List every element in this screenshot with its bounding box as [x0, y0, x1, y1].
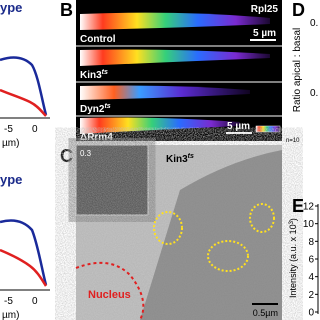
- axis-label: Intensity (a.u. x 103): [288, 218, 298, 298]
- cell-strip: [80, 12, 270, 30]
- inset-scale: 0.3: [80, 149, 92, 158]
- axis-label: µm): [2, 310, 19, 320]
- axis-label: Ratio apical : basal: [292, 28, 303, 113]
- tick-label: 12: [303, 202, 315, 213]
- tick-group: 12 10 8 6 4 2 0: [303, 202, 318, 319]
- red-curve: [0, 88, 47, 117]
- cell-strip: [80, 85, 250, 100]
- tick-label: 0.: [310, 18, 318, 29]
- panel-label-main: Kin3: [166, 154, 188, 165]
- color-scale: [255, 125, 281, 133]
- panel-label-sup: ts: [188, 153, 194, 160]
- cell-strip: [80, 117, 240, 134]
- tick-label: 0.: [310, 88, 318, 99]
- sample-size: n=10: [286, 138, 300, 144]
- nucleus-outline: [75, 261, 145, 320]
- panel-d: D Ratio apical : basal 0. 0. n=10: [286, 0, 318, 144]
- axis-label-end: ): [288, 218, 298, 221]
- panel-c: C 0.3 Kin3ts Nucleus 0.5µm: [60, 144, 282, 320]
- panel-letter: E: [292, 196, 304, 216]
- scale-label: 0.5µm: [253, 308, 278, 318]
- panel-letter: C: [60, 146, 73, 166]
- tick-label: 2: [308, 290, 314, 301]
- partial-title: ype: [0, 172, 22, 187]
- red-curve: [0, 248, 48, 287]
- nucleus-label: Nucleus: [88, 289, 131, 301]
- strip-label-sup: ts: [102, 69, 108, 76]
- tick-label: 10: [303, 219, 315, 230]
- inset-texture: [76, 145, 148, 215]
- panel-letter: D: [292, 0, 305, 20]
- strip-label: Control: [80, 34, 116, 45]
- tick-label: 0: [32, 124, 38, 135]
- granule-outline: [207, 240, 249, 272]
- axis-label: µm): [2, 138, 19, 149]
- tick-label: -5: [4, 124, 13, 135]
- cell-region: [140, 150, 282, 320]
- granule-outline: [249, 203, 275, 233]
- panel-b: B Rpl25 Control 5 µm Kin3ts Dyn2ts ΔRrm4…: [60, 0, 282, 143]
- strip-label: Dyn2ts: [80, 103, 111, 115]
- strip-label: Kin3ts: [80, 69, 108, 81]
- marker-label: Rpl25: [251, 4, 279, 15]
- tick-label: 4: [308, 272, 314, 283]
- cell-strip: [80, 49, 270, 66]
- tick-label: 0: [32, 296, 38, 307]
- blue-curve: [0, 56, 48, 116]
- left-panels: ype -5 0 µm) ype -5 0 µm): [0, 0, 50, 320]
- scale-label: 5 µm: [227, 121, 250, 132]
- tick-label: 6: [308, 255, 314, 266]
- tick-label: -5: [4, 296, 13, 307]
- scale-label: 5 µm: [253, 28, 276, 39]
- blue-curve: [0, 219, 48, 286]
- panel-letter: B: [60, 0, 73, 20]
- tick-label: 8: [308, 237, 314, 248]
- tick-label: 0: [308, 308, 314, 319]
- strip-label-main: Kin3: [80, 70, 102, 81]
- axis-label-sup: 3: [289, 220, 295, 224]
- strip-label: ΔRrm4: [80, 132, 113, 143]
- panel-e: E Intensity (a.u. x 103) 12 10 8 6 4 2 0: [288, 196, 319, 319]
- panel-label: Kin3ts: [166, 153, 194, 165]
- axis-label-main: Intensity (a.u. x 10: [288, 224, 298, 298]
- granule-outline: [153, 211, 183, 245]
- strip-label-sup: ts: [104, 103, 110, 110]
- partial-title: ype: [0, 0, 22, 15]
- strip-label-main: Dyn2: [80, 104, 105, 115]
